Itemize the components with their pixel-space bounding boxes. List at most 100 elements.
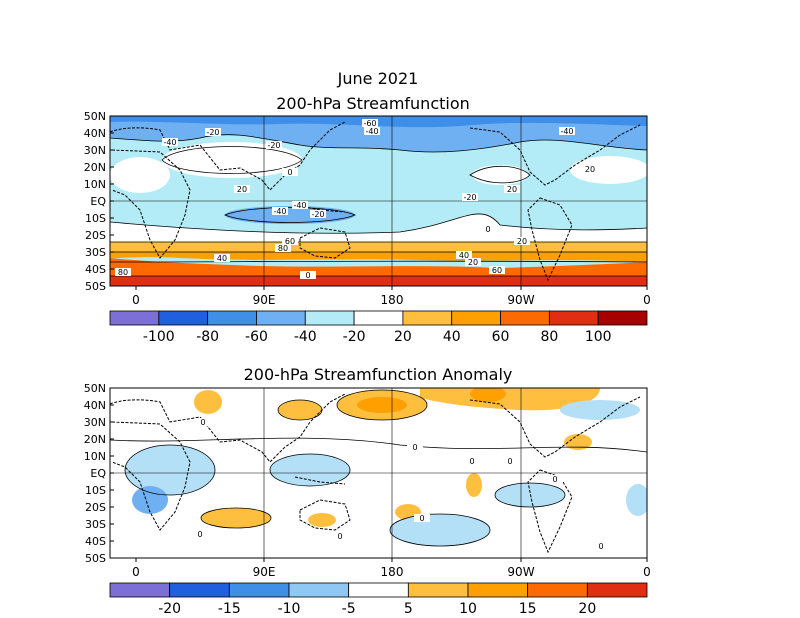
latitude-label: 40S [85,535,106,548]
latitude-label: 30N [84,144,106,157]
contour-label: 80 [118,268,128,277]
colorbar-swatch [348,582,409,598]
contour-label: -20 [311,210,324,219]
latitude-label: 50S [85,280,106,293]
neg-anomaly-2 [270,454,350,486]
contour-label: 40 [217,254,227,263]
contour-label-bg [275,244,291,252]
contour-lines [110,134,647,277]
bottom-longitude-axis: 0 90E 180 90W 0 [132,558,651,579]
neg-anomaly-4 [495,483,565,507]
colorbar-label: -80 [196,329,219,345]
contour-label: -20 [267,141,280,150]
latitude-label: 20N [84,433,106,446]
longitude-label: 0 [643,293,651,307]
african-high-region [110,157,170,193]
colorbar-swatch [207,310,257,326]
colorbar-label: -5 [342,601,356,617]
southern-band-20-40 [110,242,647,252]
colorbar-swatch [407,582,469,598]
colorbar-label: 40 [443,329,461,345]
bottom-latitude-axis: 50N 40N 30N 20N 10N EQ 10S 20S 30S 40S 50S [84,382,114,565]
neg-anomaly-1-core [132,486,168,514]
colorbar-swatch [304,310,355,326]
colorbar-label: 10 [459,601,477,617]
contour-label: 60 [492,266,502,275]
colorbar-swatch [500,310,550,326]
neg-anomaly-1 [125,445,215,495]
colorbar-label: -10 [278,601,301,617]
latitude-label: 50N [84,382,106,395]
contour-label-bg [364,127,380,135]
contour-label: -60 [363,119,376,128]
colorbar-label: 20 [578,601,596,617]
contour-label: 80 [278,244,288,253]
contour-label-bg [514,237,530,245]
colorbar-label: 5 [404,601,413,617]
contour-label: 0 [485,225,490,234]
contour-label: -40 [273,207,286,216]
contour-label: 0 [412,443,417,452]
latitude-label: 30S [85,518,106,531]
longitude-label: 90W [507,293,534,307]
latitude-label: 10S [85,484,106,497]
contour-label-bg [195,418,211,426]
month-title: June 2021 [337,69,419,88]
bottom-contour-labels: 0 0 0 0 0 0 0 0 0 [192,418,609,551]
tropical-low-region [225,206,355,224]
atlantic-high-region [570,156,647,184]
pos-anomaly-3 [420,388,600,411]
contour-label: 0 [287,168,292,177]
contour-label-bg [162,138,178,146]
latitude-label: 30S [85,246,106,259]
latitude-label: 10N [84,450,106,463]
bottom-panel-title: 200-hPa Streamfunction Anomaly [244,365,513,384]
latitude-label: 50N [84,110,106,123]
contour-label: 20 [468,258,478,267]
contour-label: 60 [285,237,295,246]
colorbar-label: 60 [492,329,510,345]
contour-label: 0 [197,530,202,539]
top-colorbar: -100 -80 -60 -40 -20 20 40 60 80 100 [109,310,648,345]
pos-anomaly-4 [194,390,222,414]
colorbar-swatch [353,310,404,326]
colorbar-swatch [467,582,529,598]
contour-label-bg [272,207,288,215]
contour-label-bg [300,271,316,279]
latitude-label: 10N [84,178,106,191]
map-gridlines [110,116,647,286]
top-contour-labels: -20-40-40-60-40-20020-4020-2020020406080… [115,119,598,280]
contour-label-bg [489,266,505,274]
anomaly-gridlines [110,388,647,558]
asian-high-region [162,142,302,178]
colorbar-label: 80 [540,329,558,345]
contour-label-bg [593,542,609,550]
contour-label: 0 [200,418,205,427]
top-latitude-axis: 50N 40N 30N 20N 10N EQ 10S 20S 30S 40S 50S [84,110,114,293]
colorbar-swatch [451,310,501,326]
latitude-label: 20S [85,229,106,242]
contour-label: 0 [598,542,603,551]
colorbar-swatch [109,582,171,598]
contour-label: 0 [305,271,310,280]
contour-label: -40 [163,138,176,147]
contour-label: 0 [419,514,424,523]
contour-label-bg [547,475,563,483]
colorbar-label: -100 [143,329,175,345]
contour-label-bg [456,251,472,259]
contour-label-bg [504,185,520,193]
contour-label-bg [282,168,298,176]
anomaly-contour-lines [110,389,647,547]
southern-neutral-band [110,213,647,242]
anomaly-coastlines [110,393,641,554]
latitude-label: EQ [90,467,106,480]
latitude-label: 20S [85,501,106,514]
contour-label-bg [582,165,598,173]
contour-label: 0 [552,475,557,484]
contour-label: 20 [507,185,517,194]
colorbar-swatch [228,582,290,598]
pos-anomaly-9 [466,473,482,497]
colorbar-label: 15 [519,601,537,617]
contour-label-bg [310,210,326,218]
